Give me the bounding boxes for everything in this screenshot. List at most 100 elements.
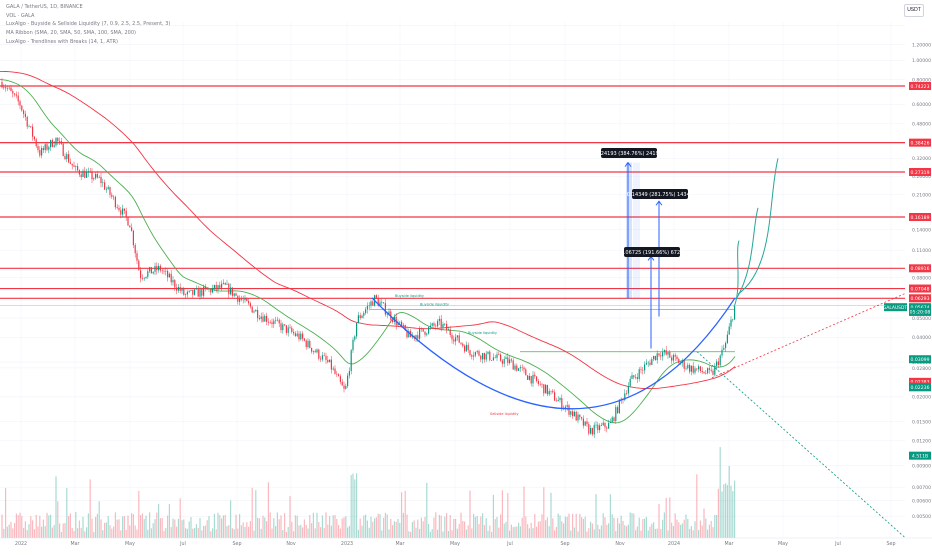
candle-body (161, 270, 163, 272)
volume-bar (222, 515, 224, 538)
volume-bar (716, 515, 718, 538)
candle-body (572, 411, 574, 417)
volume-bar (334, 515, 336, 538)
candle-body (656, 353, 658, 361)
candle-body (500, 354, 502, 361)
indicator-volume[interactable]: VOL · GALA (6, 12, 35, 19)
candle-body (84, 170, 86, 178)
volume-bar (408, 531, 410, 538)
volume-bar (410, 531, 412, 538)
measure-label-bg (632, 189, 688, 199)
candle-body (595, 424, 597, 426)
symbol-title[interactable]: GALA / TetherUS, 1D, BINANCE (6, 4, 83, 10)
indicator-ma-ribbon[interactable]: MA Ribbon (SMA, 20, SMA, 50, SMA, 100, S… (6, 30, 136, 37)
candle-body (384, 303, 386, 315)
projection-path (737, 158, 779, 295)
volume-bar (494, 519, 496, 538)
volume-bar (98, 501, 100, 538)
candle-body (402, 324, 404, 326)
candle-body (318, 349, 320, 359)
volume-bar (431, 529, 433, 538)
candle-body (194, 289, 196, 295)
candle-body (143, 278, 145, 279)
candle-body (379, 302, 381, 306)
price-tick-label: 0.21000 (912, 192, 931, 198)
candle-body (311, 347, 313, 352)
candle-body (141, 278, 143, 279)
volume-bar (118, 519, 120, 538)
volume-bar (645, 516, 647, 538)
indicator-liquidity[interactable]: LuxAlgo - Buyside & Sellside Liquidity (… (6, 21, 171, 28)
indicator-trendlines[interactable]: LuxAlgo - Trendlines with Breaks (14, 1,… (6, 38, 118, 45)
volume-bar (212, 528, 214, 538)
volume-bar (186, 528, 188, 538)
candle-body (212, 288, 214, 293)
candle-body (82, 170, 84, 178)
volume-bar (33, 529, 35, 538)
volume-bar (87, 513, 89, 538)
volume-bar (354, 479, 356, 538)
candle-body (131, 227, 133, 231)
candle-body (95, 173, 97, 179)
volume-bar (554, 530, 556, 538)
candle-body (689, 364, 691, 372)
volume-bar (267, 482, 269, 538)
candle-body (451, 334, 453, 340)
volume-bar (1, 514, 3, 538)
volume-bar (167, 515, 169, 538)
volume-bar (289, 496, 291, 538)
candle-body (100, 177, 102, 184)
volume-bar (248, 526, 250, 538)
price-label-bg (909, 307, 931, 316)
candle-body (350, 350, 352, 372)
candle-body (667, 352, 669, 355)
candle-body (1, 82, 3, 88)
currency-selector[interactable]: USDT (904, 4, 924, 17)
volume-bar (141, 513, 143, 538)
volume-bar (375, 517, 377, 538)
volume-bar (226, 526, 228, 538)
volume-bar (233, 529, 235, 538)
volume-bar (498, 527, 500, 538)
candle-body (275, 320, 277, 321)
volume-bar (109, 525, 111, 538)
candle-body (721, 349, 723, 356)
volume-bar (296, 515, 298, 538)
volume-bar (626, 526, 628, 538)
volume-bar (581, 517, 583, 538)
volume-bar (129, 525, 131, 538)
volume-bar (300, 524, 302, 538)
volume-bar (386, 514, 388, 538)
candle-body (552, 390, 554, 393)
candle-body (537, 381, 539, 384)
volume-bar (428, 523, 430, 538)
candle-body (195, 288, 197, 290)
candle-body (534, 374, 536, 377)
volume-bar (602, 513, 604, 538)
candle-body (190, 289, 192, 291)
volume-bar (194, 527, 196, 538)
candle-body (3, 87, 5, 88)
measure-label-bg (601, 148, 657, 158)
trendline-dotted (711, 293, 906, 379)
candle-body (478, 351, 480, 356)
candle-body (651, 359, 653, 365)
volume-bar (368, 527, 370, 538)
volume-bar (23, 527, 25, 538)
candle-body (158, 265, 160, 271)
volume-bar (491, 531, 493, 538)
candle-body (388, 311, 390, 314)
volume-bar (343, 517, 345, 538)
candle-body (447, 329, 449, 331)
candle-body (474, 352, 476, 356)
volume-bar (640, 530, 642, 538)
candle-body (437, 320, 439, 327)
candle-body (699, 366, 701, 371)
candle-body (523, 367, 525, 370)
candle-body (527, 375, 529, 380)
candle-body (21, 105, 23, 111)
volume-bar (651, 523, 653, 538)
candle-body (312, 350, 314, 352)
candle-body (626, 393, 628, 395)
